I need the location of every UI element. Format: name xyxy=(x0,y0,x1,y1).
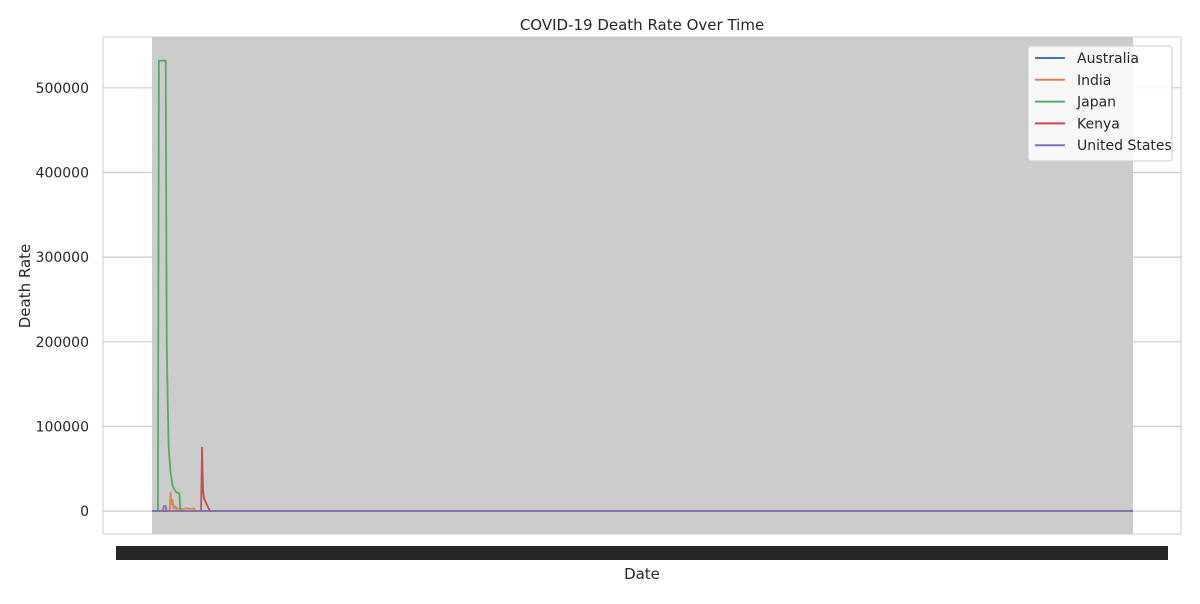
background-band-layer xyxy=(152,37,1133,534)
y-axis-label: Death Rate xyxy=(16,244,34,329)
legend-label-kenya: Kenya xyxy=(1077,116,1120,132)
legend-label-australia: Australia xyxy=(1077,51,1139,67)
legend-label-india: India xyxy=(1077,73,1111,89)
x-tick-labels-overplotted xyxy=(116,546,1168,560)
y-tick-label: 200000 xyxy=(36,335,89,351)
legend-label-united-states: United States xyxy=(1077,138,1172,154)
legend-label-japan: Japan xyxy=(1076,95,1116,111)
x-axis-label: Date xyxy=(624,565,660,583)
series-line-kenya xyxy=(152,446,1133,513)
y-tick-label: 0 xyxy=(80,504,89,520)
y-tick-label: 100000 xyxy=(36,419,89,435)
y-tick-label: 500000 xyxy=(36,81,89,97)
legend-box xyxy=(1027,45,1173,162)
legend: Australia India Japan Kenya United States xyxy=(1027,45,1173,162)
x-tick-labels xyxy=(116,546,1168,560)
y-tick-labels: 0 100000 200000 300000 400000 500000 xyxy=(36,81,89,520)
series-line-japan xyxy=(152,59,1133,513)
series-line-united-states xyxy=(152,505,1133,513)
y-tick-label: 300000 xyxy=(36,250,89,266)
series-layer xyxy=(152,59,1133,513)
y-tick-label: 400000 xyxy=(36,165,89,181)
background-band xyxy=(152,37,1133,534)
chart-title: COVID-19 Death Rate Over Time xyxy=(520,16,764,34)
